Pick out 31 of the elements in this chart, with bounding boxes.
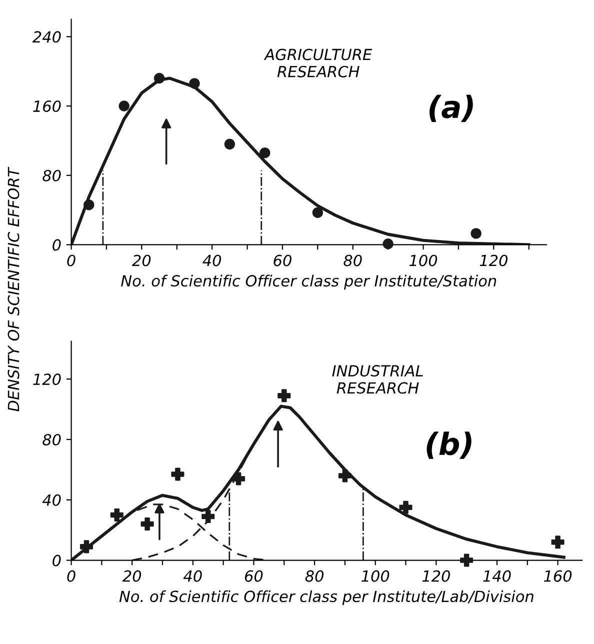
y-axis-title: DENSITY OF SCIENTIFIC EFFORT <box>8 166 20 412</box>
x-tick-label: 160 <box>544 570 572 582</box>
x-tick-label: 140 <box>483 570 511 582</box>
y-tick-label: 80 <box>42 434 61 446</box>
annotation: AGRICULTURE RESEARCH <box>264 48 372 78</box>
annotation: (a) <box>430 94 473 122</box>
x-tick-label: 100 <box>409 254 438 266</box>
annotation: INDUSTRIAL RESEARCH <box>332 365 423 394</box>
x-tick-label: 40 <box>202 254 222 266</box>
x-tick-label: 20 <box>132 254 151 266</box>
x-tick-label: 80 <box>344 254 362 266</box>
y-tick-label: 120 <box>33 374 61 386</box>
x-tick-label: 120 <box>422 570 450 582</box>
y-tick-label: 40 <box>42 494 61 506</box>
x-tick-label: 80 <box>305 570 324 582</box>
y-tick-label: 80 <box>42 170 61 182</box>
x-axis-title: No. of Scientific Officer class per Institute/Lab/Division <box>119 590 534 606</box>
x-tick-label: 40 <box>183 570 202 582</box>
x-tick-label: 0 <box>67 254 76 266</box>
x-tick-label: 60 <box>274 254 292 266</box>
x-tick-label: 60 <box>244 570 263 582</box>
x-axis-title: No. of Scientific Officer class per Institute/Station <box>121 274 496 290</box>
x-tick-label: 100 <box>362 570 390 582</box>
y-tick-label: 240 <box>32 31 61 43</box>
x-tick-label: 20 <box>122 570 142 582</box>
y-tick-label: 0 <box>52 239 61 251</box>
y-tick-label: 0 <box>52 554 61 566</box>
y-tick-label: 160 <box>33 100 61 112</box>
x-tick-label: 120 <box>480 254 508 266</box>
annotation: (b) <box>426 432 472 459</box>
x-tick-label: 0 <box>67 570 76 582</box>
